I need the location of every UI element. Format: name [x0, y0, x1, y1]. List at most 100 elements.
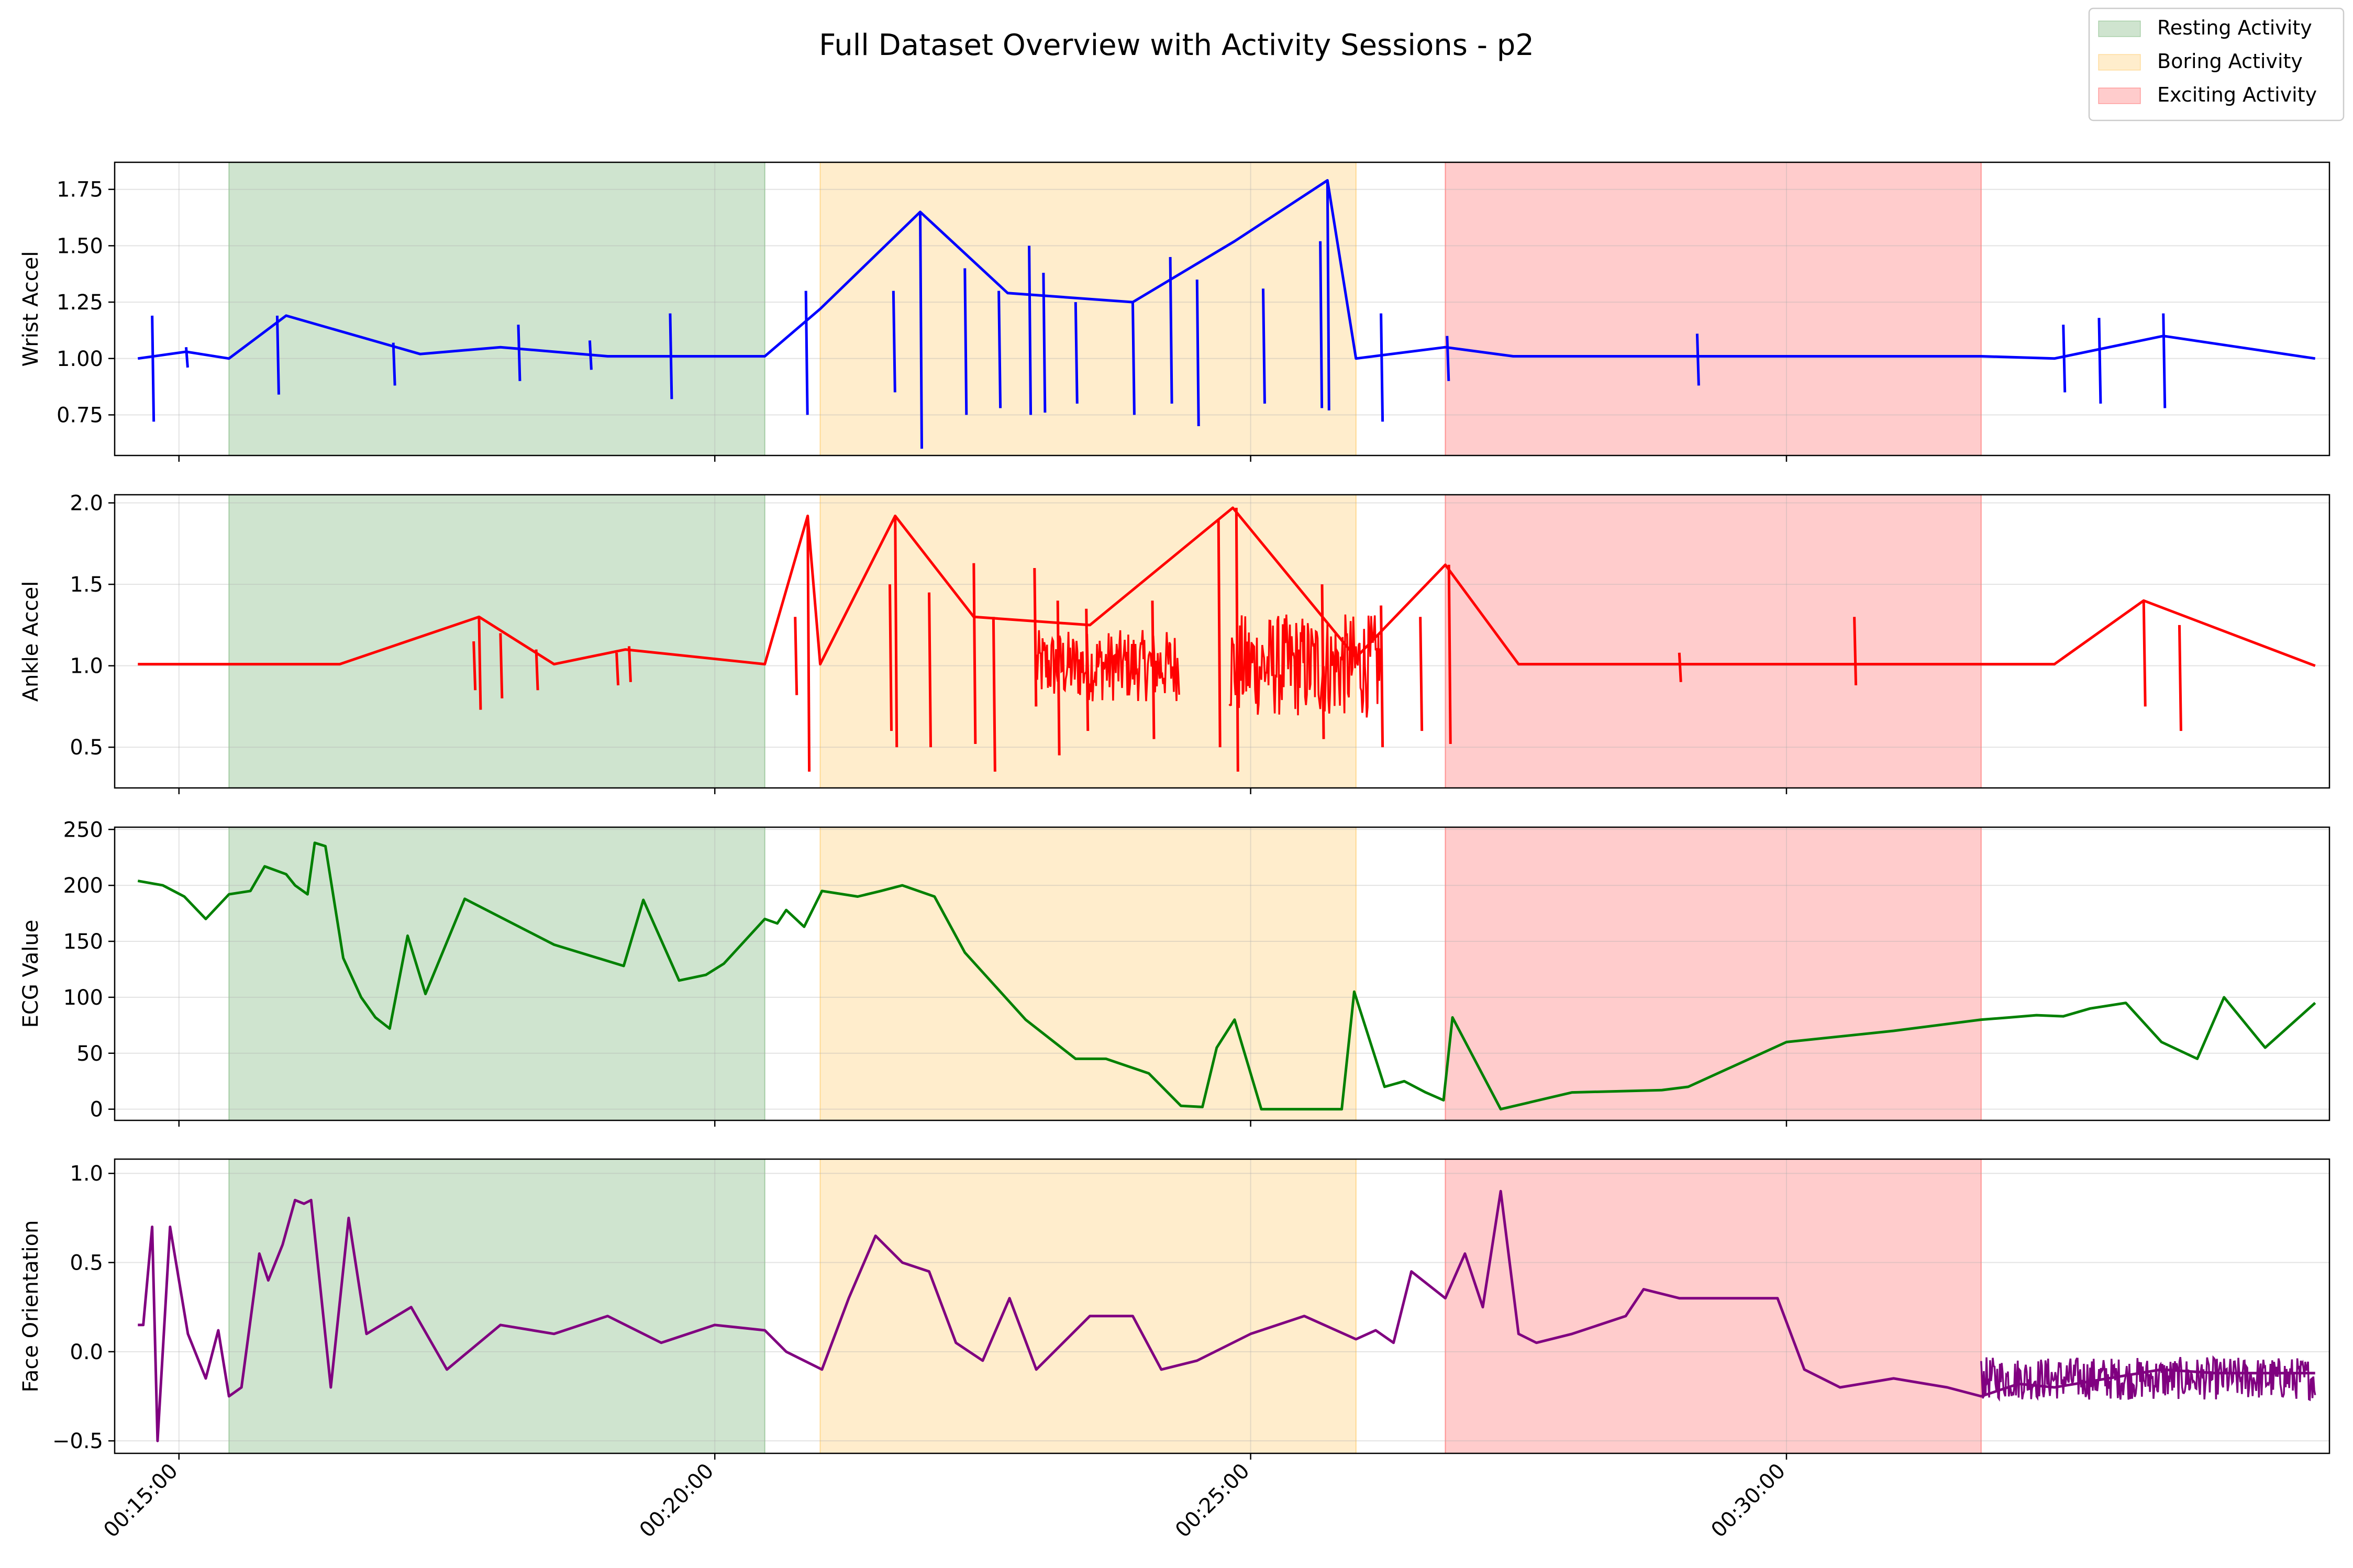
y-tick-label: 1.0 [70, 654, 103, 679]
chart-legend: Resting Activity Boring Activity Exciting … [2088, 7, 2345, 121]
series-dense-band [1228, 614, 1382, 718]
series-spike [1131, 302, 1136, 415]
x-tick-label: 00:30:00 [1706, 1459, 1790, 1543]
series-spike [1151, 600, 1156, 739]
series-spike [615, 652, 620, 686]
legend-entry-label: Resting Activity [2157, 16, 2312, 39]
y-tick-label: 1.25 [57, 291, 103, 315]
series-spike [1235, 507, 1239, 772]
y-tick-label: 150 [63, 930, 103, 954]
series-line [137, 841, 2316, 1111]
series-spike [627, 646, 632, 682]
y-tick-label: 0 [90, 1098, 103, 1122]
series-spike [1074, 302, 1079, 404]
panel-frame [114, 1158, 2330, 1454]
series-spike [972, 563, 977, 744]
series-spike [1085, 608, 1090, 731]
series-spike [928, 592, 933, 748]
series-spike [669, 313, 673, 399]
legend-swatch [2098, 54, 2141, 71]
series-spike [1056, 600, 1061, 755]
series-spike [1042, 273, 1047, 413]
y-tick-label: 0.75 [57, 403, 103, 427]
y-tick-label: −0.5 [52, 1429, 103, 1453]
series-spike [1446, 336, 1450, 381]
series-spike [1320, 584, 1325, 739]
y-tick-label: 1.5 [70, 573, 103, 597]
y-axis-label: Ankle Accel [19, 581, 43, 702]
panel-3: 0 50 100 150 200 250 ECG Value [19, 818, 2330, 1127]
series-spike [1319, 241, 1324, 408]
chart-title: Full Dataset Overview with Activity Sess… [819, 28, 1534, 62]
legend-entry-label: Boring Activity [2157, 50, 2303, 73]
y-tick-label: 0.5 [70, 736, 103, 760]
y-tick-label: 1.75 [57, 178, 103, 202]
series-spike [2178, 625, 2182, 731]
series-spike [1033, 568, 1038, 707]
series-spike [1380, 313, 1384, 422]
series-spike [963, 268, 968, 415]
series-spike [2162, 313, 2167, 408]
panel-frame [114, 494, 2330, 789]
series-spike [992, 617, 996, 772]
series-spike [892, 291, 896, 393]
y-tick-label: 100 [63, 986, 103, 1010]
series-spike [1326, 180, 1330, 410]
y-axis-label: ECG Value [19, 920, 43, 1028]
legend-swatch [2098, 20, 2141, 37]
session-band-exciting [1445, 494, 1982, 788]
series-spike [588, 340, 593, 370]
series-spike [392, 342, 396, 386]
series-spike [804, 291, 809, 415]
series-spike [1169, 257, 1173, 404]
panel-frame [114, 161, 2330, 457]
panel-series [137, 179, 2316, 449]
series-spike [1028, 246, 1033, 415]
series-spike [517, 325, 521, 381]
series-spike [478, 617, 482, 710]
y-tick-label: 2.0 [70, 492, 103, 516]
x-tick-label: 00:15:00 [99, 1459, 183, 1543]
legend-frame [2088, 7, 2345, 121]
panel-series [138, 1189, 2316, 1442]
series-spike [1261, 288, 1266, 404]
legend-entry-label: Exciting Activity [2157, 83, 2317, 106]
series-dense-band [1035, 630, 1180, 702]
series-spike [499, 633, 504, 698]
series-spike [1195, 279, 1200, 427]
series-spike [1380, 605, 1384, 748]
y-axis-label: Face Orientation [19, 1220, 43, 1393]
series-spike [472, 641, 477, 691]
x-tick-label: 00:20:00 [635, 1459, 719, 1543]
series-spike [806, 516, 811, 772]
series-line [138, 1189, 2315, 1442]
session-band-resting [228, 1159, 765, 1454]
series-spike [1678, 652, 1682, 682]
session-band-resting [228, 162, 765, 456]
series-spike [794, 617, 798, 695]
series-spike [1853, 617, 1858, 686]
panel-2: 0.5 1.0 1.5 2.0 Ankle Accel [19, 492, 2330, 794]
y-tick-label: 50 [76, 1042, 103, 1066]
panel-series [137, 841, 2316, 1111]
y-tick-label: 1.50 [57, 234, 103, 258]
legend-swatch [2098, 87, 2141, 104]
y-tick-label: 1.00 [57, 347, 103, 371]
session-band-boring [819, 162, 1357, 456]
y-tick-label: 0.5 [70, 1251, 103, 1275]
series-spike [1419, 617, 1424, 731]
session-band-exciting [1445, 162, 1982, 456]
y-axis-label: Wrist Accel [19, 251, 43, 367]
series-spike [918, 212, 923, 449]
session-band-boring [819, 1159, 1357, 1454]
x-tick-label: 00:25:00 [1171, 1459, 1255, 1543]
panel-1: 0.75 1.00 1.25 1.50 1.75 Wrist Accel [19, 161, 2330, 462]
series-dense-band [1980, 1355, 2316, 1402]
y-tick-label: 250 [63, 818, 103, 842]
panel-4: 00:15:00 00:20:00 00:25:00 00:30:00 −0.5 0.0 0… [19, 1158, 2330, 1543]
panel-frame [114, 826, 2330, 1121]
y-tick-label: 1.0 [70, 1162, 103, 1186]
series-spike [997, 291, 1002, 408]
